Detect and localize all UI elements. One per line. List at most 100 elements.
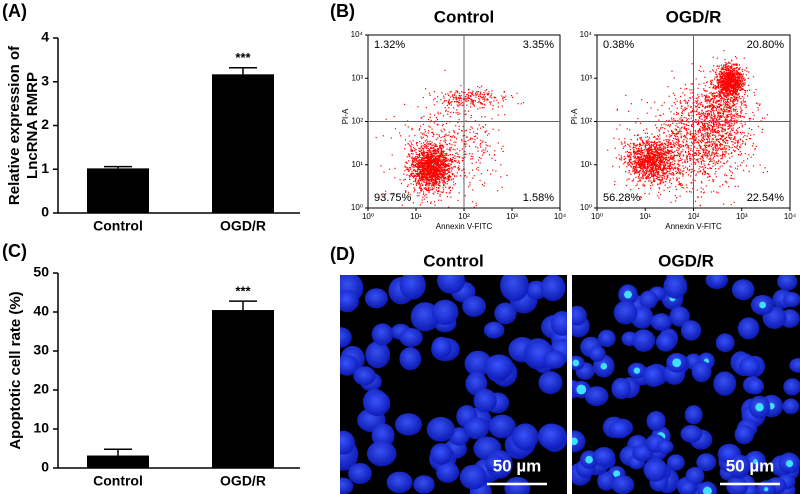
- event-dot: [392, 192, 394, 194]
- event-dot: [669, 178, 671, 180]
- event-dot: [471, 94, 473, 96]
- event-dot: [635, 159, 637, 161]
- event-dot: [385, 190, 387, 192]
- event-dot: [467, 110, 469, 112]
- event-dot: [415, 149, 417, 151]
- event-dot: [699, 131, 701, 133]
- event-dot: [637, 175, 640, 177]
- event-dot: [659, 148, 661, 150]
- event-dot: [665, 159, 667, 161]
- event-dot: [428, 191, 430, 193]
- event-dot: [450, 170, 452, 172]
- event-dot: [664, 167, 666, 169]
- event-dot: [728, 153, 730, 155]
- event-dot: [448, 178, 450, 180]
- event-dot: [653, 157, 655, 160]
- event-dot: [725, 74, 727, 76]
- event-dot: [435, 162, 437, 164]
- event-dot: [707, 132, 709, 134]
- event-dot: [440, 161, 442, 163]
- event-dot: [753, 134, 755, 136]
- event-dot: [498, 129, 500, 131]
- event-dot: [428, 166, 430, 168]
- event-dot: [433, 181, 435, 184]
- event-dot: [409, 175, 411, 177]
- event-dot: [432, 134, 435, 136]
- event-dot: [483, 100, 485, 102]
- event-dot: [423, 187, 425, 189]
- event-dot: [746, 158, 749, 160]
- event-dot: [427, 177, 429, 179]
- event-dot: [634, 147, 636, 149]
- event-dot: [657, 184, 659, 186]
- event-dot: [431, 178, 433, 180]
- event-dot: [739, 138, 741, 140]
- event-dot: [761, 131, 763, 133]
- event-dot: [734, 80, 736, 82]
- event-dot: [422, 193, 424, 195]
- event-dot: [485, 99, 487, 101]
- event-dot: [633, 155, 635, 157]
- event-dot: [649, 159, 651, 161]
- event-dot: [484, 131, 486, 133]
- event-dot: [464, 172, 466, 174]
- event-dot: [445, 93, 447, 95]
- event-dot: [648, 141, 650, 143]
- event-dot: [435, 177, 437, 179]
- event-dot: [643, 155, 645, 157]
- event-dot: [728, 101, 730, 103]
- event-dot: [721, 81, 723, 84]
- event-dot: [699, 117, 701, 119]
- event-dot: [653, 165, 655, 167]
- event-dot: [692, 92, 694, 94]
- event-dot: [720, 72, 722, 74]
- event-dot: [483, 98, 485, 100]
- event-dot: [731, 83, 733, 85]
- event-dot: [640, 172, 642, 174]
- event-dot: [707, 127, 709, 129]
- event-dot: [431, 141, 433, 143]
- event-dot: [447, 93, 449, 95]
- event-dot: [723, 113, 725, 115]
- event-dot: [691, 170, 693, 172]
- event-dot: [426, 142, 428, 144]
- event-dot: [694, 153, 696, 155]
- event-dot: [682, 170, 684, 172]
- event-dot: [461, 130, 463, 132]
- event-dot: [478, 124, 480, 126]
- event-dot: [719, 76, 721, 78]
- event-dot: [482, 98, 484, 100]
- event-dot: [733, 91, 735, 93]
- event-dot: [487, 99, 489, 101]
- event-dot: [429, 151, 431, 154]
- event-dot: [455, 95, 457, 97]
- event-dot: [451, 160, 453, 163]
- event-dot: [426, 157, 428, 159]
- event-dot: [663, 189, 665, 191]
- event-dot: [712, 132, 714, 134]
- event-dot: [738, 97, 740, 99]
- event-dot: [626, 150, 629, 152]
- event-dot: [719, 74, 721, 77]
- event-dot: [425, 165, 428, 168]
- event-dot: [737, 81, 739, 84]
- event-dot: [732, 144, 734, 146]
- event-dot: [382, 135, 384, 137]
- event-dot: [669, 165, 671, 167]
- event-dot: [440, 146, 442, 148]
- event-dot: [409, 140, 411, 142]
- event-dot: [676, 177, 678, 179]
- event-dot: [468, 88, 470, 90]
- event-dot: [419, 154, 421, 156]
- event-dot: [678, 122, 680, 124]
- event-dot: [438, 181, 440, 183]
- event-dot: [428, 151, 430, 153]
- event-dot: [435, 159, 437, 161]
- event-dot: [705, 129, 707, 131]
- event-dot: [729, 131, 731, 133]
- event-dot: [435, 172, 437, 174]
- event-dot: [664, 150, 666, 152]
- event-dot: [735, 63, 737, 65]
- event-dot: [736, 91, 738, 93]
- event-dot: [730, 87, 732, 89]
